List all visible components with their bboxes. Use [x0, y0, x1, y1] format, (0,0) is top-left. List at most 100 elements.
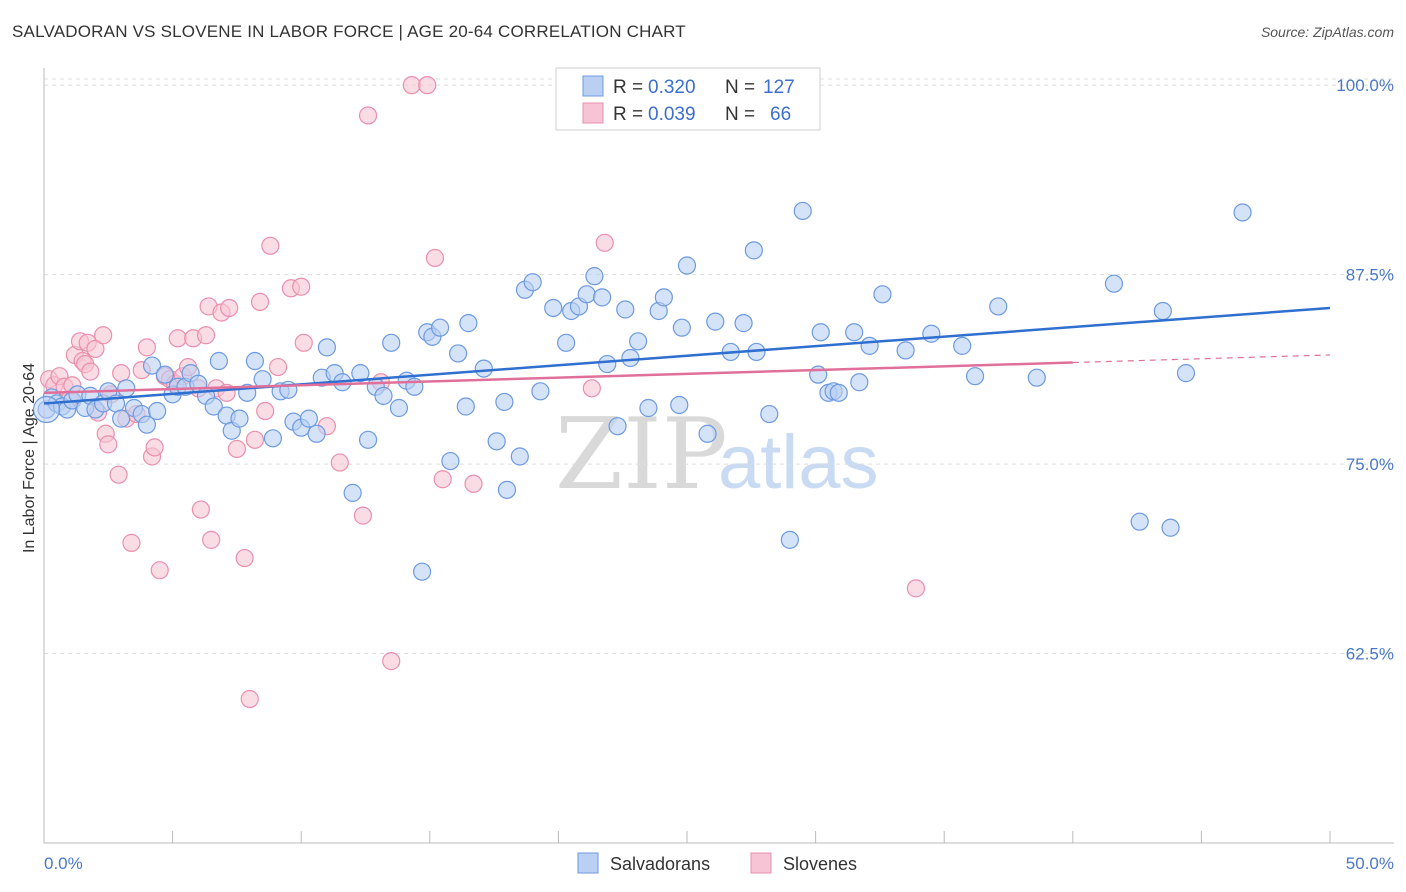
legend-swatch-slovenes [582, 102, 604, 124]
point-salvadorans-60 [448, 344, 468, 363]
point-slovenes-53 [292, 277, 311, 296]
point-salvadorans-110 [965, 367, 985, 386]
point-salvadorans-96 [780, 530, 799, 549]
point-salvadorans-27 [204, 397, 223, 416]
point-salvadorans-76 [585, 267, 604, 286]
point-salvadorans-92 [734, 314, 753, 333]
point-salvadorans-69 [523, 273, 542, 292]
point-salvadorans-59 [441, 451, 460, 471]
legend-swatch-salvadorans [582, 75, 604, 97]
point-slovenes-36 [191, 500, 210, 519]
point-slovenes-50 [261, 236, 280, 255]
trend-line-slovenes [43, 361, 1073, 395]
data-points [32, 76, 1252, 709]
x-tick-label-min: 0.0% [44, 854, 83, 873]
point-salvadorans-17 [137, 415, 156, 434]
point-salvadorans-83 [639, 398, 658, 418]
point-salvadorans-87 [672, 318, 691, 337]
point-slovenes-56 [330, 453, 349, 472]
point-salvadorans-47 [351, 364, 370, 383]
point-slovenes-18 [109, 465, 128, 484]
bottom-legend-swatch-salvadorans [577, 852, 599, 874]
bottom-legend-swatch-slovenes [750, 852, 772, 874]
point-salvadorans-103 [845, 323, 864, 342]
point-slovenes-12 [86, 339, 105, 358]
point-salvadorans-115 [1153, 301, 1172, 321]
point-salvadorans-18 [142, 356, 162, 375]
point-salvadorans-72 [557, 333, 576, 352]
point-slovenes-43 [220, 298, 239, 318]
point-salvadorans-40 [299, 409, 319, 428]
point-slovenes-45 [235, 548, 254, 568]
point-salvadorans-66 [497, 480, 517, 499]
point-salvadorans-20 [155, 365, 174, 384]
point-salvadorans-33 [245, 351, 265, 371]
point-slovenes-63 [425, 248, 445, 268]
legend-r-value-1: 0.320 [648, 77, 696, 98]
legend-n-label-2: N = [725, 104, 755, 125]
correlation-legend: R = 0.320 N = 127 R = 0.039 N = 66 [555, 67, 821, 131]
bottom-legend-label-salvadorans: Salvadorans [610, 854, 710, 874]
point-slovenes-16 [99, 435, 118, 454]
point-salvadorans-113 [1104, 274, 1124, 293]
point-slovenes-37 [196, 326, 216, 345]
point-salvadorans-111 [989, 297, 1008, 316]
point-slovenes-47 [245, 430, 265, 449]
legend-r-value-2: 0.039 [648, 104, 696, 125]
point-salvadorans-88 [677, 256, 697, 275]
source-label: Source: ZipAtlas.com [1260, 24, 1394, 40]
point-salvadorans-48 [358, 430, 378, 449]
point-slovenes-44 [227, 439, 246, 459]
point-salvadorans-77 [593, 288, 612, 307]
legend-n-value-2: 66 [770, 104, 791, 125]
point-salvadorans-65 [495, 392, 514, 412]
y-tick-label-1: 75.0% [1346, 455, 1394, 474]
point-salvadorans-89 [698, 424, 717, 443]
point-salvadorans-64 [487, 432, 506, 451]
point-slovenes-68 [906, 579, 926, 598]
point-salvadorans-106 [873, 285, 892, 304]
trend-line-slovenes-extension [1072, 354, 1331, 364]
point-salvadorans-51 [382, 333, 401, 352]
point-slovenes-46 [240, 689, 259, 709]
point-salvadorans-108 [922, 324, 941, 343]
point-salvadorans-71 [544, 298, 563, 318]
watermark-atlas: atlas [718, 420, 879, 505]
point-slovenes-54 [294, 333, 313, 352]
point-salvadorans-117 [1176, 364, 1196, 383]
y-tick-label-3: 100.0% [1336, 76, 1394, 95]
point-slovenes-39 [202, 530, 221, 549]
point-slovenes-19 [112, 364, 131, 383]
point-salvadorans-61 [456, 397, 475, 416]
point-salvadorans-86 [670, 395, 689, 415]
point-salvadorans-35 [263, 429, 283, 448]
point-salvadorans-63 [474, 359, 493, 378]
point-salvadorans-79 [608, 417, 627, 436]
point-salvadorans-85 [654, 288, 673, 307]
y-axis-label: In Labor Force | Age 20-64 [21, 363, 38, 553]
point-salvadorans-104 [850, 373, 869, 392]
point-salvadorans-112 [1027, 368, 1046, 387]
point-salvadorans-81 [621, 348, 640, 368]
point-slovenes-57 [353, 506, 373, 525]
legend-r-label-2: R = [613, 104, 643, 125]
point-slovenes-48 [250, 292, 270, 311]
point-slovenes-64 [433, 470, 452, 489]
x-tick-label-max: 50.0% [1346, 854, 1394, 873]
point-slovenes-49 [256, 401, 275, 421]
trend-lines [43, 306, 1331, 405]
point-salvadorans-118 [1233, 203, 1252, 222]
point-salvadorans-52 [389, 398, 409, 418]
point-slovenes-65 [464, 474, 483, 493]
point-salvadorans-58 [430, 318, 450, 337]
point-salvadorans-41 [307, 424, 326, 443]
point-salvadorans-114 [1130, 512, 1149, 531]
point-slovenes-58 [358, 106, 378, 125]
point-slovenes-26 [145, 438, 164, 457]
point-salvadorans-97 [793, 201, 812, 221]
point-slovenes-21 [122, 533, 141, 552]
point-salvadorans-93 [744, 241, 763, 260]
chart-title: SALVADORAN VS SLOVENE IN LABOR FORCE | A… [12, 22, 686, 41]
point-salvadorans-28 [209, 351, 228, 371]
